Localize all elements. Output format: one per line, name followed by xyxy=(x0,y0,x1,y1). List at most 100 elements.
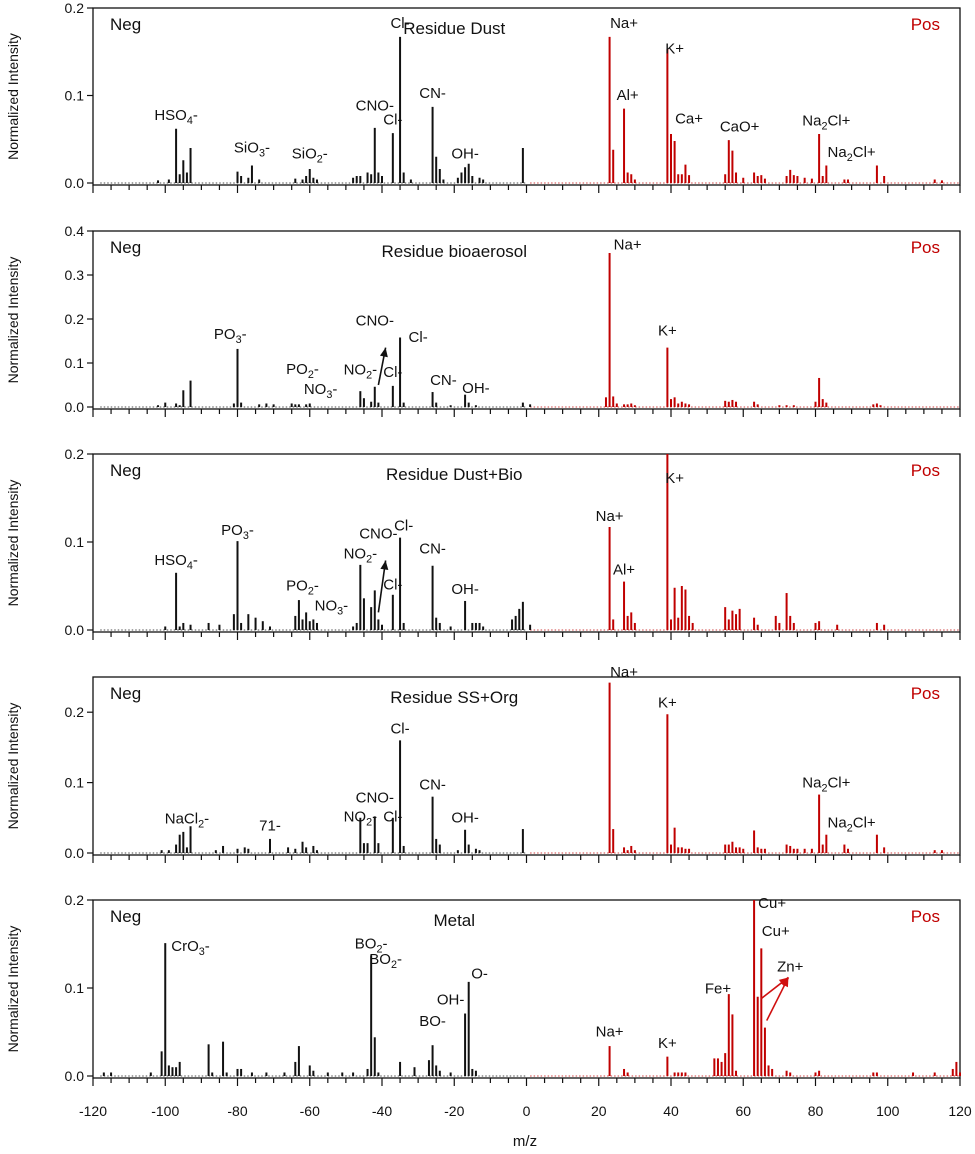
peak-label: Na+ xyxy=(596,508,624,525)
peak-label: K+ xyxy=(658,323,677,340)
x-tick-label: -80 xyxy=(227,1103,247,1119)
peak-label: Cl- xyxy=(383,577,402,594)
panel-frame xyxy=(92,453,961,633)
peak-label: K+ xyxy=(658,694,677,711)
peak-label: CN- xyxy=(430,372,457,389)
peak-label: Ca+ xyxy=(675,111,703,128)
peak-label: HSO4​- xyxy=(154,552,198,572)
peak-label: NO3​- xyxy=(315,598,349,618)
x-tick-label: 80 xyxy=(808,1103,824,1119)
y-tick-label: 0.0 xyxy=(65,175,85,191)
y-axis-label: Normalized Intensity xyxy=(5,33,21,160)
peak-label: Na2​Cl+ xyxy=(802,775,850,795)
peak-label: NO3​- xyxy=(304,381,338,401)
peak-label: OH- xyxy=(437,992,465,1009)
peak-label: Cu+ xyxy=(758,895,786,912)
y-axis-label: Normalized Intensity xyxy=(5,926,21,1053)
peak-label: OH- xyxy=(451,581,479,598)
peak-label: Cl- xyxy=(390,720,409,737)
spectrum-panel: 0.0 0.1 0.2 Normalized Intensity Neg Pos Resid… xyxy=(5,0,961,193)
panel-title: Metal xyxy=(433,911,475,930)
peak-label: BO- xyxy=(419,1013,446,1030)
peak-label: Cl- xyxy=(383,364,402,381)
x-tick-label: -60 xyxy=(300,1103,320,1119)
x-tick-label: -40 xyxy=(372,1103,392,1119)
peak-label: CrO3​- xyxy=(171,938,210,958)
spectrum-panel: 0.0 0.1 0.2 Normalized Intensity Neg Pos Resid… xyxy=(5,446,961,640)
y-tick-label: 0.1 xyxy=(65,980,85,996)
y-tick-label: 0.1 xyxy=(65,775,85,791)
peak-label: CN- xyxy=(419,777,446,794)
spectrum-panel: 0.0 0.1 0.2 Normalized Intensity Neg Pos Metal… xyxy=(5,892,961,1086)
peak-label: NO2​- xyxy=(344,808,378,828)
peak-label: CNO- xyxy=(359,525,397,542)
peak-label: PO3​- xyxy=(214,326,247,346)
y-tick-label: 0.3 xyxy=(65,267,85,283)
peak-label: HSO4​- xyxy=(154,107,198,127)
y-axis-label: Normalized Intensity xyxy=(5,703,21,830)
y-tick-label: 0.1 xyxy=(65,355,85,371)
peak-label: K+ xyxy=(665,470,684,487)
panel-title: Residue SS+Org xyxy=(390,688,518,707)
x-tick-label: -20 xyxy=(444,1103,464,1119)
peak-label: O- xyxy=(471,965,488,982)
peak-label: BO2​- xyxy=(355,935,388,955)
panel-title: Residue Dust+Bio xyxy=(386,465,523,484)
peak-label: CNO- xyxy=(356,789,394,806)
y-axis-label: Normalized Intensity xyxy=(5,257,21,384)
neg-mode-label: Neg xyxy=(110,238,141,257)
pos-mode-label: Pos xyxy=(911,907,940,926)
peak-label: Cl- xyxy=(409,329,428,346)
x-axis-label: m/z xyxy=(513,1133,537,1150)
y-tick-label: 0.4 xyxy=(65,223,85,239)
peak-label: PO2​- xyxy=(286,361,319,381)
neg-mode-label: Neg xyxy=(110,15,141,34)
y-tick-label: 0.2 xyxy=(65,311,85,327)
peak-label: OH- xyxy=(451,146,479,163)
peak-label: OH- xyxy=(462,380,490,397)
x-tick-label: 40 xyxy=(663,1103,679,1119)
y-tick-label: 0.0 xyxy=(65,1068,85,1084)
peak-label: NaCl2​- xyxy=(165,810,209,830)
y-tick-label: 0.0 xyxy=(65,399,85,415)
peak-label: Cl- xyxy=(390,15,409,32)
y-tick-label: 0.1 xyxy=(65,534,85,550)
spectrum-panel: 0.0 0.1 0.2 Normalized Intensity Neg Pos Resid… xyxy=(5,664,961,863)
peak-label: Na+ xyxy=(610,664,638,681)
pos-mode-label: Pos xyxy=(911,238,940,257)
peak-label: PO2​- xyxy=(286,577,319,597)
x-tick-label: -100 xyxy=(151,1103,179,1119)
peak-label: Na2​Cl+ xyxy=(802,112,850,132)
panel-title: Residue bioaerosol xyxy=(381,242,527,261)
peak-label: K+ xyxy=(658,1035,677,1052)
peak-label: Zn+ xyxy=(777,958,804,975)
peak-label: Na2​Cl+ xyxy=(828,144,876,164)
y-tick-label: 0.2 xyxy=(65,704,85,720)
neg-mode-label: Neg xyxy=(110,907,141,926)
peak-label: Na+ xyxy=(610,15,638,32)
peak-label: Al+ xyxy=(617,87,639,104)
peak-label: Cl- xyxy=(394,518,413,535)
peak-label: PO3​- xyxy=(221,522,254,542)
neg-mode-label: Neg xyxy=(110,461,141,480)
peak-label: NO2​- xyxy=(344,361,378,381)
peak-label: 71- xyxy=(259,817,281,834)
peak-label: SiO3​- xyxy=(234,139,270,159)
peak-label: CN- xyxy=(419,540,446,557)
peak-label: CNO- xyxy=(356,313,394,330)
y-tick-label: 0.2 xyxy=(65,892,85,908)
y-tick-label: 0.2 xyxy=(65,446,85,462)
y-tick-label: 0.0 xyxy=(65,622,85,638)
peak-label: BO2​- xyxy=(369,951,402,971)
spectra-panels: 0.0 0.1 0.2 Normalized Intensity Neg Pos Resid… xyxy=(5,0,961,1086)
arrow-head xyxy=(780,977,789,988)
y-axis-label: Normalized Intensity xyxy=(5,480,21,607)
peak-label: Na+ xyxy=(596,1023,624,1040)
panel-title: Residue Dust xyxy=(403,19,505,38)
x-tick-label: 60 xyxy=(735,1103,751,1119)
peak-label: Al+ xyxy=(613,562,635,579)
y-tick-label: 0.2 xyxy=(65,0,85,16)
x-tick-label: 0 xyxy=(523,1103,531,1119)
spectrum-panel: 0.0 0.1 0.2 0.3 0.4 Normalized Intensity Neg Po… xyxy=(5,223,961,417)
y-tick-label: 0.1 xyxy=(65,88,85,104)
